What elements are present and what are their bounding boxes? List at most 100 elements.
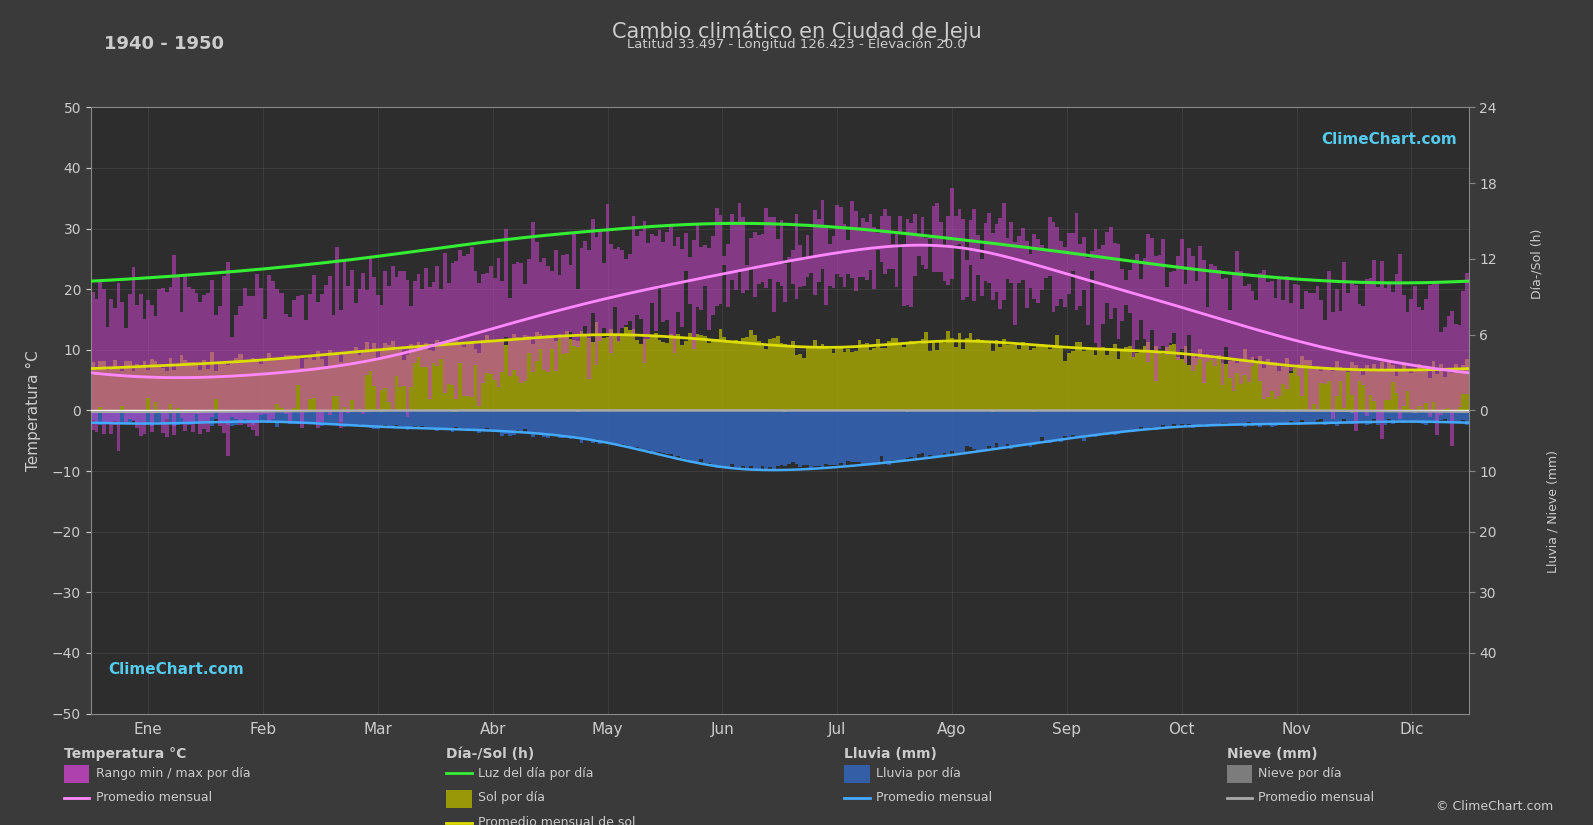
Bar [1032, 411, 1035, 412]
Bar [390, 341, 395, 411]
Bar [1120, 411, 1125, 433]
Bar [446, 340, 451, 411]
Bar [158, 411, 161, 422]
Bar [135, 305, 139, 428]
Bar [250, 411, 255, 412]
Bar [843, 352, 846, 411]
Bar [202, 295, 205, 429]
Bar [435, 266, 440, 366]
Bar [409, 306, 413, 387]
Text: Día-/Sol (h): Día-/Sol (h) [446, 747, 534, 761]
Bar [846, 411, 851, 461]
Bar [879, 348, 884, 411]
Bar [1247, 284, 1251, 383]
Bar [588, 411, 591, 439]
Bar [511, 334, 516, 411]
Bar [857, 227, 862, 276]
Bar [147, 370, 150, 411]
Bar [879, 216, 884, 262]
Bar [1055, 335, 1059, 411]
Bar [738, 343, 741, 411]
Bar [105, 328, 110, 424]
Bar [500, 339, 505, 411]
Bar [1410, 373, 1413, 411]
Bar [1161, 239, 1164, 346]
Bar [508, 298, 511, 376]
Bar [624, 259, 628, 325]
Bar [247, 411, 250, 412]
Bar [781, 220, 784, 285]
Bar [530, 222, 535, 372]
Bar [988, 342, 991, 411]
Bar [132, 411, 135, 420]
Bar [421, 411, 424, 426]
Bar [1117, 244, 1120, 339]
Bar [465, 411, 470, 431]
Bar [210, 411, 213, 426]
Bar [1278, 411, 1281, 425]
Bar [213, 411, 218, 419]
Bar [854, 210, 857, 291]
Bar [707, 411, 710, 463]
Bar [924, 238, 929, 269]
Bar [158, 367, 161, 411]
Bar [910, 411, 913, 457]
Bar [432, 351, 435, 411]
Bar [226, 262, 231, 455]
Bar [210, 280, 213, 417]
Bar [186, 362, 191, 411]
Bar [1131, 356, 1136, 411]
Bar [328, 411, 331, 423]
Bar [1055, 411, 1059, 439]
Bar [650, 411, 653, 454]
Bar [1209, 411, 1214, 427]
Bar [954, 346, 957, 411]
Bar [1192, 256, 1195, 370]
Bar [972, 411, 977, 449]
Bar [661, 243, 664, 323]
Bar [1416, 364, 1421, 411]
Bar [664, 343, 669, 411]
Bar [840, 347, 843, 411]
Bar [580, 248, 583, 337]
Bar [1010, 222, 1013, 283]
Bar [331, 314, 335, 396]
Bar [1427, 285, 1432, 417]
Bar [175, 365, 180, 411]
Bar [113, 411, 116, 422]
Bar [191, 411, 194, 412]
Bar [943, 247, 946, 280]
Bar [268, 411, 271, 422]
Bar [172, 411, 175, 412]
Bar [722, 337, 726, 411]
Bar [1101, 245, 1106, 324]
Bar [284, 411, 288, 423]
Bar [317, 302, 320, 428]
Bar [1416, 411, 1421, 423]
Bar [492, 411, 497, 431]
Bar [1106, 411, 1109, 436]
Bar [669, 224, 672, 335]
Bar [1106, 355, 1109, 411]
Bar [1458, 325, 1461, 407]
Bar [613, 411, 616, 446]
Bar [577, 411, 580, 412]
Bar [500, 411, 505, 412]
Bar [642, 221, 647, 363]
Text: Nieve por día: Nieve por día [1258, 766, 1341, 780]
Bar [1136, 411, 1139, 412]
Bar [1147, 234, 1150, 362]
Bar [1032, 411, 1035, 445]
Bar [624, 411, 628, 445]
Bar [1305, 291, 1308, 365]
Bar [672, 247, 677, 353]
Bar [1013, 243, 1016, 325]
Bar [781, 411, 784, 465]
Bar [1338, 411, 1343, 423]
Bar [1399, 411, 1402, 412]
Bar [484, 335, 489, 411]
Bar [417, 411, 421, 427]
Text: Cambio climático en Ciudad de Jeju: Cambio climático en Ciudad de Jeju [612, 21, 981, 42]
Bar [1203, 261, 1206, 383]
Bar [1180, 238, 1184, 348]
